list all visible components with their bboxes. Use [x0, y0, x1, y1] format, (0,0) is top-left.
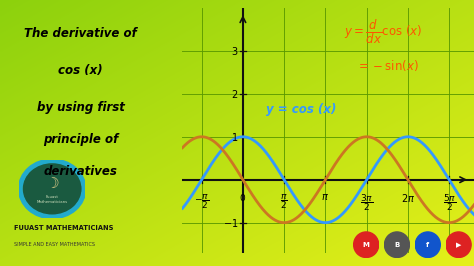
- Text: $2$: $2$: [231, 88, 238, 100]
- Circle shape: [354, 232, 379, 257]
- Text: $\pi$: $\pi$: [321, 192, 329, 202]
- Text: M: M: [363, 242, 370, 248]
- Circle shape: [23, 163, 82, 215]
- Text: ☽: ☽: [46, 176, 59, 190]
- Text: SIMPLE AND EASY MATHEMATICS: SIMPLE AND EASY MATHEMATICS: [14, 242, 95, 247]
- Text: derivatives: derivatives: [44, 165, 118, 178]
- Circle shape: [415, 232, 440, 257]
- Text: FUUAST MATHEMATICIANS: FUUAST MATHEMATICIANS: [14, 225, 114, 231]
- Text: $3$: $3$: [231, 45, 238, 57]
- Text: f: f: [426, 242, 429, 248]
- Text: B: B: [394, 242, 400, 248]
- Text: $\dfrac{5\pi}{2}$: $\dfrac{5\pi}{2}$: [443, 192, 456, 213]
- Text: $-1$: $-1$: [223, 217, 238, 229]
- Text: ▶: ▶: [456, 242, 461, 248]
- Text: $\dfrac{3\pi}{2}$: $\dfrac{3\pi}{2}$: [360, 192, 374, 213]
- Text: $2\pi$: $2\pi$: [401, 192, 415, 204]
- Text: by using first: by using first: [36, 101, 125, 114]
- Text: $= -\sin(x)$: $= -\sin(x)$: [356, 58, 419, 73]
- Circle shape: [384, 232, 410, 257]
- Text: $y = \dfrac{d}{dx}\cos\,(x)$: $y = \dfrac{d}{dx}\cos\,(x)$: [344, 18, 422, 46]
- Text: $-\dfrac{\pi}{2}$: $-\dfrac{\pi}{2}$: [194, 192, 210, 211]
- Text: y = cos (x): y = cos (x): [266, 103, 337, 116]
- Text: cos (x): cos (x): [58, 64, 103, 77]
- Text: Fuuast
Mathematicians: Fuuast Mathematicians: [36, 195, 68, 204]
- Text: $\dfrac{\pi}{2}$: $\dfrac{\pi}{2}$: [280, 192, 288, 211]
- Text: $0$: $0$: [239, 192, 246, 203]
- Circle shape: [446, 232, 471, 257]
- Text: The derivative of: The derivative of: [24, 27, 137, 40]
- Text: $1$: $1$: [231, 131, 238, 143]
- Text: principle of: principle of: [43, 133, 118, 146]
